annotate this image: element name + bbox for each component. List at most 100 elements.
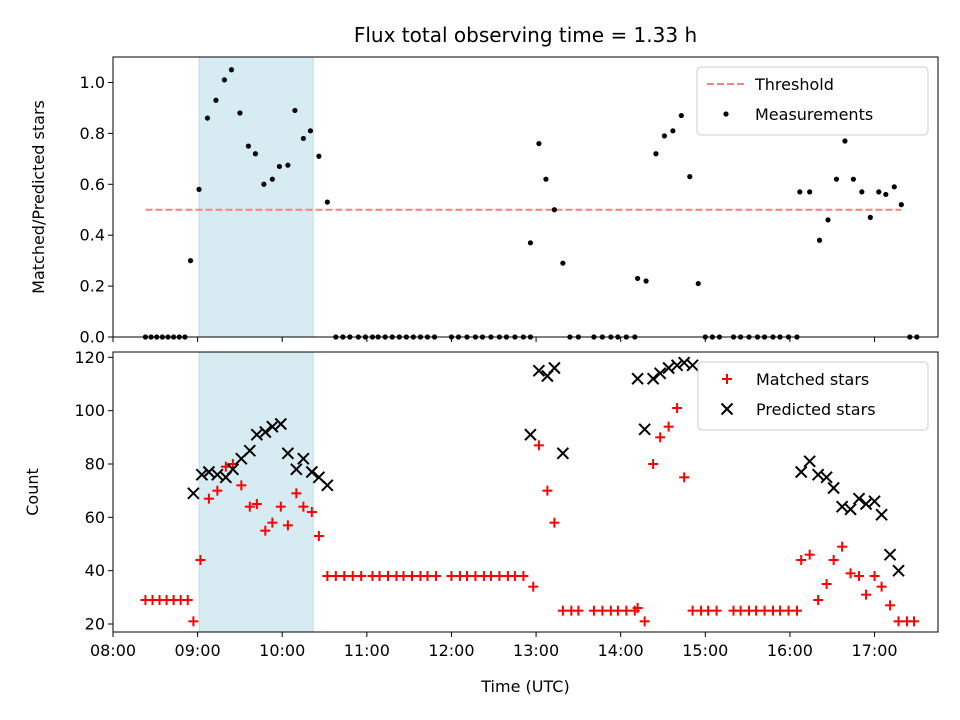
x-d2 [677, 356, 691, 369]
predicted-star-marker [720, 402, 734, 416]
predicted-star-marker [859, 497, 873, 511]
predicted-star-marker [556, 447, 570, 460]
x-d2 [290, 463, 303, 476]
matched-star-marker [398, 571, 409, 581]
measurement-dot [850, 176, 856, 182]
matched-star-marker [557, 605, 568, 616]
matched-star-marker [313, 531, 324, 541]
matched-star-marker [182, 595, 193, 605]
predicted-star-marker [274, 417, 288, 431]
matched-star-marker [275, 501, 286, 512]
measurement-dot [883, 191, 889, 198]
x-d2 [835, 500, 849, 513]
x-d2 [638, 423, 651, 436]
predicted-star-marker [835, 500, 849, 513]
matched-star-marker [260, 525, 271, 536]
predicted-star-marker [852, 492, 866, 505]
x-d2 [211, 468, 224, 481]
x-tick-label: 10:00 [259, 641, 305, 660]
measurement-dot [252, 151, 259, 157]
matched-star-marker [612, 605, 623, 616]
matched-star-marker [845, 568, 856, 579]
matched-star-marker [679, 472, 690, 483]
measurement-dot [187, 258, 194, 264]
matched-star-marker [703, 605, 714, 616]
matched-star-marker [282, 520, 293, 531]
measurement-dot [825, 217, 831, 223]
predicted-star-marker [211, 468, 224, 481]
y-tick-label: 20 [85, 615, 105, 634]
x-d2 [556, 447, 570, 460]
matched-star-marker [648, 459, 659, 469]
measurement-dot [867, 214, 873, 220]
measurement-dot [635, 275, 641, 282]
measurement-dot [678, 112, 684, 119]
matched-star-marker [356, 571, 367, 581]
matched-star-marker [542, 485, 553, 496]
predicted-star-marker [653, 367, 667, 380]
matched-star-marker [549, 517, 560, 528]
measurement-dot [816, 237, 823, 243]
measurement-dot [695, 280, 701, 287]
matched-star-marker [267, 517, 278, 528]
predicted-star-marker [297, 452, 310, 465]
count-panel: 20 40 60 80 100 120 08:00 09:00 10:00 11:00 12:00… [23, 348, 939, 696]
x-d2 [803, 455, 816, 468]
predicted-star-marker [670, 359, 684, 372]
matched-star-marker [909, 616, 920, 627]
matched-star-marker [639, 616, 650, 627]
y-tick-label: 40 [85, 561, 105, 580]
x-d2 [631, 372, 644, 385]
predicted-star-marker [811, 468, 825, 481]
legend-series-label: Matched stars [756, 370, 869, 389]
x-tick-label: 15:00 [682, 641, 728, 660]
x-d2 [852, 492, 866, 505]
predicted-star-marker [820, 471, 833, 484]
measurement-dot [551, 207, 558, 213]
matched-star-marker [374, 571, 385, 581]
matched-star-marker [470, 571, 481, 581]
predicted-star-marker [524, 428, 537, 441]
x-d2 [820, 471, 833, 484]
x-d2 [274, 417, 288, 431]
predicted-star-marker [662, 361, 675, 375]
matched-star-marker [236, 480, 247, 491]
x-d2 [266, 420, 279, 433]
x-axis-label: Time (UTC) [480, 677, 569, 696]
matched-star-marker [735, 605, 746, 616]
predicted-star-marker [266, 420, 279, 433]
highlight-span [198, 56, 314, 338]
x-tick-label: 16:00 [767, 641, 813, 660]
measurement-dot [307, 128, 314, 134]
matched-star-marker [804, 549, 815, 560]
measurement-dot [196, 186, 202, 192]
predicted-star-marker [638, 423, 651, 436]
predicted-star-marker [195, 468, 209, 481]
predicted-star-marker [803, 455, 816, 468]
matched-star-marker [347, 571, 358, 581]
measurement-dot [807, 189, 813, 195]
measurement-dot [204, 115, 211, 121]
predicted-star-marker [202, 465, 216, 479]
predicted-star-marker [250, 428, 264, 441]
x-axis-ticks: 08:00 09:00 10:00 11:00 12:00 13:00 14:00 15:00… [90, 632, 898, 660]
legend-box [696, 66, 929, 136]
predicted-star-marker [243, 444, 257, 457]
predicted-star-marker [686, 359, 699, 372]
matched-star-marker [291, 488, 302, 499]
matched-star-marker [306, 507, 317, 517]
measurement-dot [891, 184, 897, 190]
matched-star-marker [430, 571, 441, 581]
x-d2 [646, 372, 660, 385]
count-points [140, 356, 920, 627]
measurement-dot [723, 111, 729, 117]
measurement-dot [643, 278, 649, 284]
x-tick-label: 12:00 [428, 641, 474, 660]
legend-threshold-label: Threshold [754, 75, 834, 94]
x-d2 [662, 361, 675, 375]
y-tick-label: 0.2 [80, 277, 105, 296]
x-d2 [811, 468, 825, 481]
legend: Threshold Measurements [696, 66, 929, 136]
x-d2 [670, 359, 684, 372]
